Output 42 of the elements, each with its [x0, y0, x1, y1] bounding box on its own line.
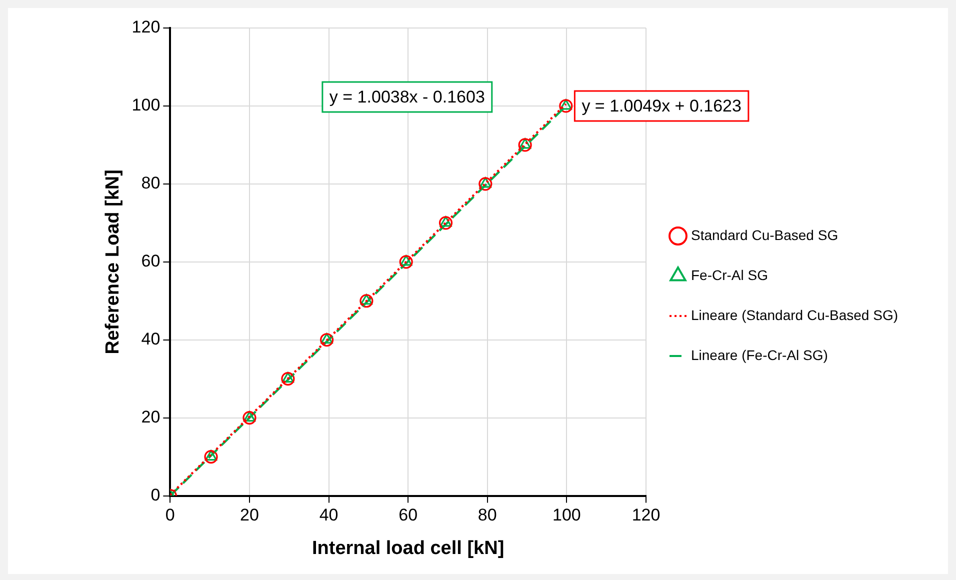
- point: [205, 450, 218, 461]
- x-tick-label: 20: [240, 506, 259, 525]
- point: [320, 333, 334, 347]
- point: [400, 255, 412, 266]
- x-axis-title: Internal load cell [kN]: [312, 538, 504, 559]
- x-tick-label: 80: [478, 506, 497, 525]
- point: [440, 216, 452, 227]
- point: [204, 450, 218, 464]
- y-tick-label: 100: [132, 96, 160, 115]
- y-axis-title: Reference Load [kN]: [102, 170, 124, 354]
- point: [360, 294, 372, 305]
- x-tick-label: 0: [165, 506, 175, 525]
- point: [559, 99, 573, 113]
- annotation: y = 1.0038x - 0.1603: [329, 88, 485, 107]
- point: [243, 411, 256, 422]
- y-tick-label: 60: [141, 252, 160, 271]
- annotation: y = 1.0049x + 0.1623: [582, 96, 742, 116]
- point: [360, 294, 374, 308]
- legend-label: Fe-Cr-Al SG: [691, 266, 768, 283]
- point: [519, 138, 532, 149]
- x-tick-label: 40: [319, 506, 338, 525]
- point: [281, 372, 295, 386]
- legend-label: Lineare (Standard Cu-Based SG): [691, 306, 898, 323]
- x-tick-label: 60: [398, 506, 418, 525]
- point: [320, 333, 333, 344]
- point: [518, 138, 532, 152]
- y-tick-label: 80: [141, 174, 160, 193]
- legend-label: Standard Cu-Based SG: [691, 226, 838, 243]
- point: [560, 99, 572, 110]
- point: [478, 177, 492, 191]
- point: [438, 216, 453, 230]
- x-tick-label: 100: [552, 506, 581, 525]
- point: [242, 411, 256, 425]
- legend-label: Lineare (Fe-Cr-Al SG): [691, 346, 828, 363]
- point: [479, 177, 492, 188]
- point: [282, 372, 294, 383]
- y-tick-label: 20: [141, 408, 160, 427]
- y-tick-label: 120: [132, 18, 160, 37]
- x-tick-label: 120: [632, 506, 660, 525]
- y-tick-label: 40: [141, 330, 160, 349]
- y-tick-label: 0: [150, 485, 160, 504]
- point: [399, 255, 413, 269]
